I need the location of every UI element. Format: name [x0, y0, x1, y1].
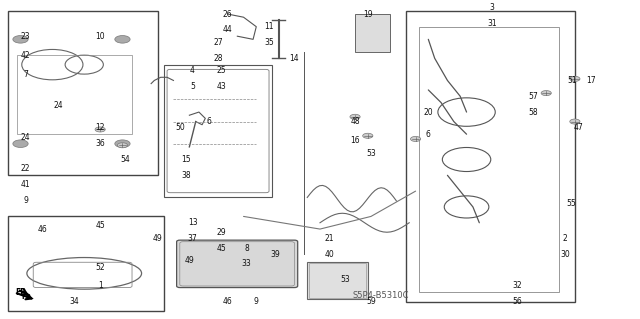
- Text: 44: 44: [223, 25, 232, 34]
- Text: 55: 55: [567, 199, 577, 208]
- Text: 13: 13: [188, 218, 197, 227]
- Text: 56: 56: [513, 297, 522, 306]
- Text: 30: 30: [561, 250, 570, 259]
- Text: 38: 38: [181, 171, 191, 180]
- Text: 37: 37: [188, 234, 197, 243]
- Text: 42: 42: [20, 51, 31, 60]
- Text: 39: 39: [271, 250, 280, 259]
- Text: 26: 26: [223, 10, 232, 19]
- Text: 52: 52: [95, 263, 105, 271]
- Text: 1: 1: [98, 281, 102, 291]
- Bar: [307, 262, 368, 299]
- Text: 43: 43: [216, 82, 226, 91]
- Text: 49: 49: [152, 234, 163, 243]
- Text: 17: 17: [586, 76, 596, 85]
- Text: 14: 14: [290, 54, 300, 63]
- Text: 48: 48: [350, 117, 360, 126]
- Text: 57: 57: [529, 92, 538, 101]
- Bar: [17, 55, 132, 134]
- Text: 22: 22: [21, 165, 30, 174]
- Text: 46: 46: [223, 297, 232, 306]
- Text: 8: 8: [244, 243, 249, 253]
- Text: 3: 3: [490, 3, 495, 12]
- Text: 6: 6: [426, 130, 431, 139]
- Text: 6: 6: [206, 117, 211, 126]
- Text: 24: 24: [20, 133, 31, 142]
- Text: 40: 40: [324, 250, 335, 259]
- Text: 4: 4: [190, 66, 195, 76]
- Text: 10: 10: [95, 32, 105, 41]
- Text: 50: 50: [175, 123, 185, 132]
- Circle shape: [117, 143, 127, 148]
- Bar: [355, 14, 390, 52]
- Text: 41: 41: [20, 180, 31, 189]
- Text: 11: 11: [264, 22, 274, 31]
- Circle shape: [570, 76, 580, 81]
- Bar: [419, 27, 559, 292]
- Text: 51: 51: [567, 76, 577, 85]
- Text: 59: 59: [366, 297, 376, 306]
- Text: 33: 33: [242, 259, 252, 268]
- Text: 45: 45: [216, 243, 226, 253]
- Text: 36: 36: [95, 139, 105, 148]
- Text: S5P4-B5310C: S5P4-B5310C: [352, 291, 409, 300]
- Text: 12: 12: [95, 123, 105, 132]
- Circle shape: [541, 91, 551, 96]
- Text: 25: 25: [216, 66, 226, 76]
- Text: 34: 34: [70, 297, 79, 306]
- Text: 54: 54: [121, 155, 131, 164]
- FancyBboxPatch shape: [177, 240, 298, 287]
- Circle shape: [13, 35, 28, 43]
- Text: 19: 19: [363, 10, 372, 19]
- Text: 58: 58: [529, 108, 538, 116]
- Text: 45: 45: [95, 221, 105, 230]
- Text: 20: 20: [424, 108, 433, 116]
- Text: 9: 9: [254, 297, 259, 306]
- Bar: [406, 11, 575, 302]
- Text: 27: 27: [213, 38, 223, 47]
- Circle shape: [115, 35, 130, 43]
- Circle shape: [95, 127, 105, 132]
- Text: 35: 35: [264, 38, 274, 47]
- Bar: [8, 11, 157, 175]
- Text: 7: 7: [23, 70, 28, 78]
- Circle shape: [570, 119, 580, 124]
- Text: 9: 9: [23, 196, 28, 205]
- Text: 21: 21: [325, 234, 334, 243]
- Text: 53: 53: [366, 149, 376, 158]
- Bar: [309, 263, 366, 298]
- Text: FR.: FR.: [15, 288, 29, 298]
- Text: 15: 15: [181, 155, 191, 164]
- Text: 23: 23: [20, 32, 31, 41]
- Text: 31: 31: [487, 19, 497, 28]
- Text: 49: 49: [184, 256, 195, 265]
- Text: 16: 16: [350, 136, 360, 145]
- Circle shape: [363, 133, 373, 138]
- Text: 47: 47: [573, 123, 583, 132]
- Circle shape: [13, 140, 28, 147]
- Circle shape: [350, 114, 360, 119]
- Text: 53: 53: [340, 275, 350, 284]
- Bar: [164, 65, 272, 197]
- Text: 24: 24: [54, 101, 63, 110]
- Circle shape: [115, 140, 130, 147]
- Text: 28: 28: [213, 54, 223, 63]
- Bar: [8, 216, 164, 311]
- Text: 2: 2: [563, 234, 568, 243]
- Text: 5: 5: [190, 82, 195, 91]
- Text: 46: 46: [38, 225, 48, 234]
- Text: 29: 29: [216, 228, 226, 237]
- Text: FR.: FR.: [22, 294, 35, 300]
- Circle shape: [410, 137, 420, 141]
- Text: 32: 32: [513, 281, 522, 291]
